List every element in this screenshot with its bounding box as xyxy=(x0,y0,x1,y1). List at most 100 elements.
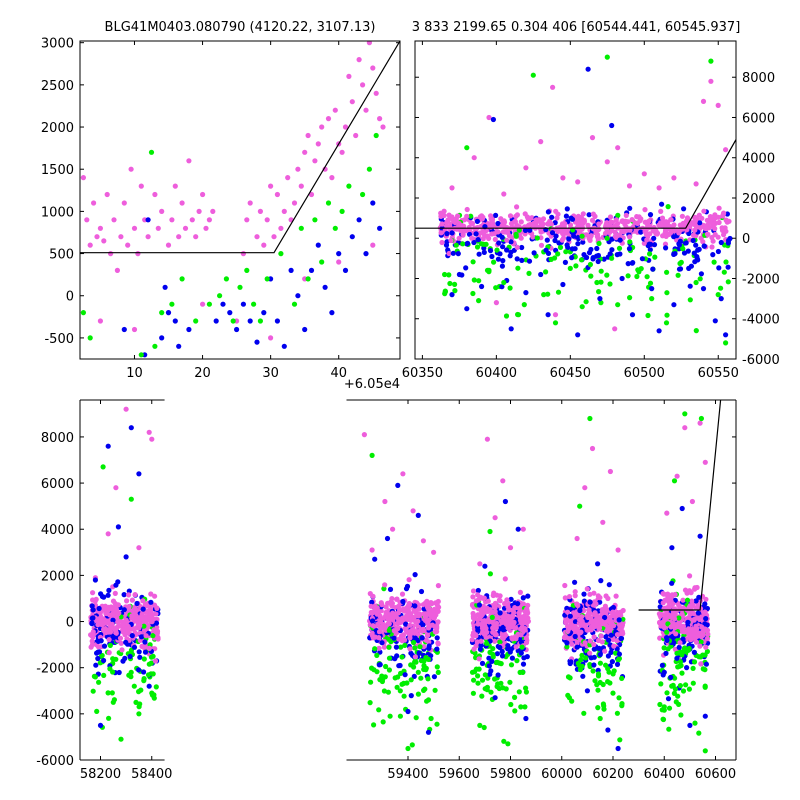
data-point xyxy=(366,166,372,172)
data-point xyxy=(609,122,615,129)
data-point xyxy=(495,672,501,678)
data-point xyxy=(312,158,318,164)
data-point xyxy=(134,600,140,607)
data-point xyxy=(126,603,132,610)
data-point xyxy=(583,655,589,661)
data-point xyxy=(131,683,137,689)
data-point xyxy=(596,289,602,295)
data-point xyxy=(106,650,112,656)
data-point xyxy=(519,244,525,251)
data-point xyxy=(668,674,674,681)
data-point xyxy=(504,597,510,603)
data-point xyxy=(372,634,378,640)
data-point xyxy=(403,621,409,627)
data-point xyxy=(152,658,159,664)
data-point xyxy=(659,201,665,207)
data-point xyxy=(548,256,554,262)
data-point xyxy=(681,646,688,652)
data-point xyxy=(702,601,708,607)
data-point xyxy=(695,610,702,616)
data-point xyxy=(405,708,411,715)
data-point xyxy=(492,605,498,611)
data-point xyxy=(627,234,633,240)
data-point xyxy=(499,284,505,290)
data-point xyxy=(438,230,444,236)
data-point xyxy=(446,272,452,278)
data-point xyxy=(395,626,401,632)
data-point xyxy=(428,715,434,722)
data-point xyxy=(723,217,729,223)
data-point xyxy=(698,639,704,645)
data-point xyxy=(635,220,641,226)
model-line xyxy=(80,41,400,254)
data-point xyxy=(492,638,498,644)
data-point xyxy=(590,668,596,674)
data-point xyxy=(264,276,270,282)
data-point xyxy=(565,609,571,615)
data-point xyxy=(117,635,124,641)
data-point xyxy=(500,685,506,691)
data-point xyxy=(460,241,466,247)
data-point xyxy=(101,657,107,664)
data-point xyxy=(332,225,338,231)
data-point xyxy=(530,72,536,78)
data-point xyxy=(421,644,427,650)
y-tick-label: 500 xyxy=(49,248,74,263)
data-point xyxy=(186,326,192,333)
data-point xyxy=(514,223,520,229)
data-point xyxy=(128,166,134,172)
data-point xyxy=(680,597,686,603)
data-point xyxy=(625,273,631,279)
data-point xyxy=(500,258,506,264)
data-point xyxy=(476,602,482,608)
data-point xyxy=(361,432,367,438)
data-point xyxy=(681,250,688,256)
data-point xyxy=(525,593,531,599)
data-point xyxy=(381,688,387,694)
data-point xyxy=(597,660,604,666)
data-point xyxy=(595,561,601,567)
data-point xyxy=(435,608,441,615)
data-point xyxy=(149,436,155,442)
data-point xyxy=(644,274,650,280)
data-point xyxy=(614,710,621,716)
data-point xyxy=(513,633,520,640)
data-point xyxy=(689,498,696,505)
y-tick-label: 1500 xyxy=(41,163,74,178)
data-point xyxy=(670,601,676,607)
data-point xyxy=(694,633,701,639)
data-point xyxy=(401,608,407,614)
data-point xyxy=(581,598,588,604)
data-point xyxy=(466,231,473,237)
data-point xyxy=(519,644,525,650)
data-point xyxy=(688,590,694,596)
data-point xyxy=(587,642,593,648)
data-point xyxy=(607,251,613,257)
data-point xyxy=(616,695,622,701)
data-point xyxy=(473,231,479,237)
data-point xyxy=(486,235,492,241)
data-point xyxy=(411,673,417,680)
data-point xyxy=(478,638,484,644)
y-tick-label: 2000 xyxy=(41,569,74,584)
title-left: BLG41M0403.080790 (4120.22, 3107.13) xyxy=(105,20,376,35)
data-point xyxy=(703,226,710,232)
data-point xyxy=(626,246,633,252)
data-point xyxy=(674,473,680,479)
data-point xyxy=(608,649,614,656)
data-point xyxy=(244,267,250,273)
data-point xyxy=(725,240,732,246)
data-point xyxy=(494,247,500,253)
data-point xyxy=(491,259,497,265)
data-point xyxy=(564,617,570,623)
data-point xyxy=(367,700,373,706)
data-point xyxy=(95,644,101,650)
data-point xyxy=(291,301,298,307)
data-point xyxy=(587,591,593,597)
data-point xyxy=(594,279,600,286)
data-point xyxy=(560,281,566,288)
data-point xyxy=(490,223,496,229)
data-point xyxy=(387,713,393,719)
data-point xyxy=(617,237,623,243)
data-point xyxy=(439,221,445,227)
